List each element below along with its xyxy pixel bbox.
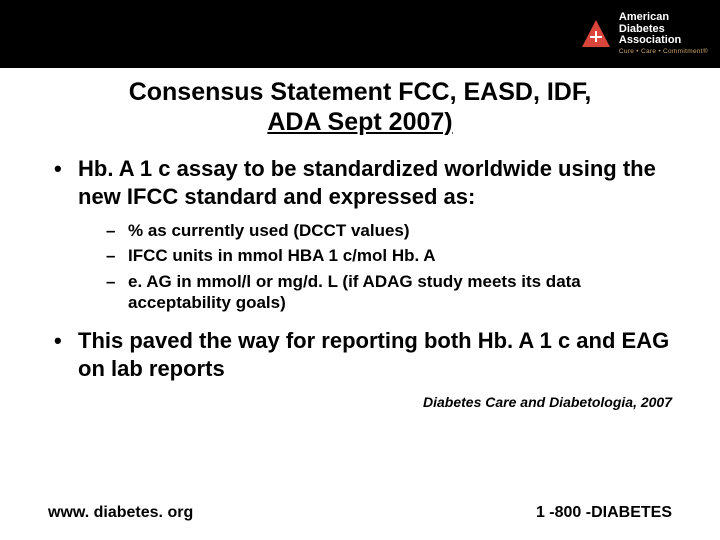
logo-tagline: Cure • Care • Commitment® <box>619 49 708 56</box>
sub-bullet-2: IFCC units in mmol HBA 1 c/mol Hb. A <box>78 245 672 266</box>
ada-logo: American Diabetes Association Cure • Car… <box>579 12 708 55</box>
slide-title: Consensus Statement FCC, EASD, IDF, ADA … <box>0 68 720 137</box>
bullet-1: Hb. A 1 c assay to be standardized world… <box>48 155 672 313</box>
main-bullet-list: Hb. A 1 c assay to be standardized world… <box>48 155 672 382</box>
footer: www. diabetes. org 1 -800 -DIABETES <box>0 504 720 522</box>
ada-logo-icon <box>579 17 613 51</box>
logo-line3: Association <box>619 35 708 47</box>
sub-bullet-list: % as currently used (DCCT values) IFCC u… <box>78 220 672 313</box>
slide-content: Hb. A 1 c assay to be standardized world… <box>0 137 720 382</box>
title-line2: ADA Sept 2007) <box>40 108 680 138</box>
sub-bullet-3: e. AG in mmol/l or mg/d. L (if ADAG stud… <box>78 271 672 314</box>
header-bar: American Diabetes Association Cure • Car… <box>0 0 720 68</box>
sub-bullet-1: % as currently used (DCCT values) <box>78 220 672 241</box>
bullet-1-text: Hb. A 1 c assay to be standardized world… <box>78 156 656 209</box>
footer-url: www. diabetes. org <box>48 504 193 522</box>
citation: Diabetes Care and Diabetologia, 2007 <box>0 394 720 410</box>
bullet-2: This paved the way for reporting both Hb… <box>48 327 672 382</box>
title-line1: Consensus Statement FCC, EASD, IDF, <box>40 78 680 108</box>
ada-logo-text: American Diabetes Association Cure • Car… <box>619 12 708 55</box>
footer-phone: 1 -800 -DIABETES <box>536 504 672 522</box>
